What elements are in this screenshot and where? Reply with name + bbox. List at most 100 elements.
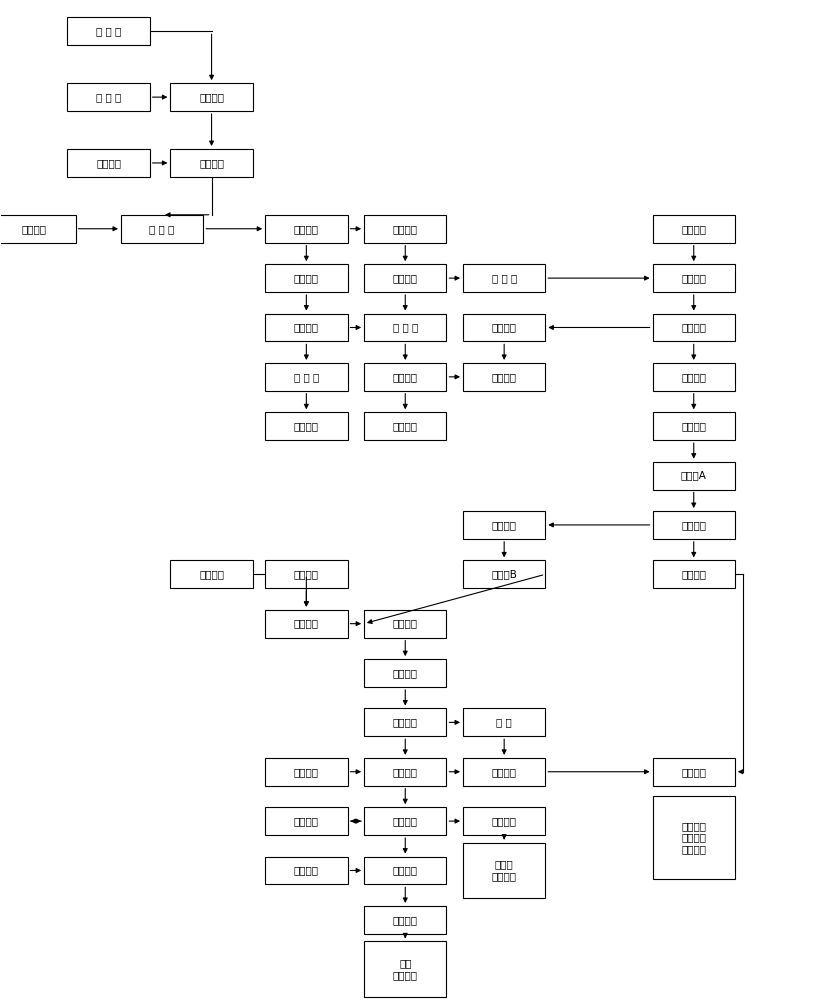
Text: 闪蒸脱醇: 闪蒸脱醇 [393,273,418,283]
Text: 真空蒸馏: 真空蒸馏 [681,520,706,530]
FancyBboxPatch shape [364,857,447,884]
Text: 配制碱液: 配制碱液 [294,619,319,629]
FancyBboxPatch shape [265,560,347,588]
Text: 离心分离: 离心分离 [681,322,706,332]
FancyBboxPatch shape [265,215,347,243]
Text: 污水净
化处理站: 污水净 化处理站 [492,860,517,881]
Text: 重液水相: 重液水相 [492,322,517,332]
Text: 精炼油脂: 精炼油脂 [96,158,121,168]
FancyBboxPatch shape [653,511,735,539]
FancyBboxPatch shape [463,511,545,539]
FancyBboxPatch shape [170,83,253,111]
Text: 粗 甲 醇: 粗 甲 醇 [393,322,418,332]
FancyBboxPatch shape [364,758,447,786]
FancyBboxPatch shape [364,807,447,835]
FancyBboxPatch shape [67,149,150,177]
FancyBboxPatch shape [653,363,735,391]
FancyBboxPatch shape [265,412,347,440]
FancyBboxPatch shape [67,17,150,45]
Text: 离心脱皂: 离心脱皂 [393,717,418,727]
Text: 酸化处理: 酸化处理 [492,767,517,777]
Text: 催 化 剂: 催 化 剂 [96,92,122,102]
Text: 精 甲 醇: 精 甲 醇 [96,26,122,36]
Text: 静置切水: 静置切水 [393,816,418,826]
FancyBboxPatch shape [463,807,545,835]
FancyBboxPatch shape [364,941,447,997]
FancyBboxPatch shape [265,857,347,884]
FancyBboxPatch shape [364,264,447,292]
Text: 粗 甲 酯: 粗 甲 酯 [491,273,517,283]
FancyBboxPatch shape [364,610,447,638]
Text: 水 洗 釜: 水 洗 釜 [150,224,174,234]
FancyBboxPatch shape [265,807,347,835]
FancyBboxPatch shape [463,758,545,786]
Text: 闪蒸脱水: 闪蒸脱水 [681,421,706,431]
Text: 皂 池: 皂 池 [496,717,512,727]
Text: 甲醇精馏: 甲醇精馏 [393,372,418,382]
Text: 回用软水: 回用软水 [22,224,47,234]
FancyBboxPatch shape [364,412,447,440]
Text: 下层水相: 下层水相 [294,273,319,283]
FancyBboxPatch shape [653,314,735,341]
Text: 质检入库: 质检入库 [393,915,418,925]
FancyBboxPatch shape [170,149,253,177]
FancyBboxPatch shape [463,560,545,588]
FancyBboxPatch shape [463,708,545,736]
FancyBboxPatch shape [653,462,735,490]
Text: 回用软水: 回用软水 [492,372,517,382]
Text: 一次软水: 一次软水 [294,767,319,777]
FancyBboxPatch shape [364,708,447,736]
Text: 沉降分液: 沉降分液 [294,224,319,234]
Text: 生产废水: 生产废水 [492,816,517,826]
FancyBboxPatch shape [170,560,253,588]
Text: 回收污油: 回收污油 [681,767,706,777]
FancyBboxPatch shape [364,363,447,391]
Text: 塔底重油: 塔底重油 [681,569,706,579]
Text: 初次软水: 初次软水 [681,224,706,234]
FancyBboxPatch shape [67,83,150,111]
FancyBboxPatch shape [653,264,735,292]
FancyBboxPatch shape [265,314,347,341]
Text: 甘油工艺: 甘油工艺 [294,421,319,431]
FancyBboxPatch shape [653,560,735,588]
Text: 酯交换釜: 酯交换釜 [199,158,224,168]
Text: 上层油相: 上层油相 [393,224,418,234]
FancyBboxPatch shape [0,215,75,243]
FancyBboxPatch shape [463,314,545,341]
FancyBboxPatch shape [265,264,347,292]
Text: 粗 甘 油: 粗 甘 油 [294,372,319,382]
FancyBboxPatch shape [364,215,447,243]
FancyBboxPatch shape [653,758,735,786]
Text: 国标
生物柴油: 国标 生物柴油 [393,958,418,980]
Text: 非标品B: 非标品B [491,569,517,579]
FancyBboxPatch shape [463,264,545,292]
FancyBboxPatch shape [364,906,447,934]
Text: 沉降切皂: 沉降切皂 [393,668,418,678]
Text: 非精炼油
生产生物
柴油工艺: 非精炼油 生产生物 柴油工艺 [681,821,706,854]
FancyBboxPatch shape [121,215,203,243]
FancyBboxPatch shape [463,843,545,898]
Text: 轻液油相: 轻液油相 [681,372,706,382]
Text: 在线水洗: 在线水洗 [393,767,418,777]
Text: 塔顶轻油: 塔顶轻油 [492,520,517,530]
Text: 碱炼脱酸: 碱炼脱酸 [393,619,418,629]
Text: 非标品A: 非标品A [681,471,707,481]
Text: 一次软水: 一次软水 [294,569,319,579]
FancyBboxPatch shape [265,363,347,391]
FancyBboxPatch shape [364,659,447,687]
FancyBboxPatch shape [463,363,545,391]
Text: 闪蒸脱水: 闪蒸脱水 [393,865,418,875]
Text: 回用软水: 回用软水 [294,816,319,826]
Text: 在线水洗: 在线水洗 [681,273,706,283]
FancyBboxPatch shape [265,758,347,786]
FancyBboxPatch shape [265,610,347,638]
Text: 氢氧化钠: 氢氧化钠 [199,569,224,579]
Text: 溶解调配: 溶解调配 [199,92,224,102]
FancyBboxPatch shape [653,796,735,879]
FancyBboxPatch shape [653,215,735,243]
FancyBboxPatch shape [364,314,447,341]
FancyBboxPatch shape [653,412,735,440]
Text: 不合格品: 不合格品 [294,865,319,875]
Text: 闪蒸脱醇: 闪蒸脱醇 [294,322,319,332]
Text: 回用甲醇: 回用甲醇 [393,421,418,431]
